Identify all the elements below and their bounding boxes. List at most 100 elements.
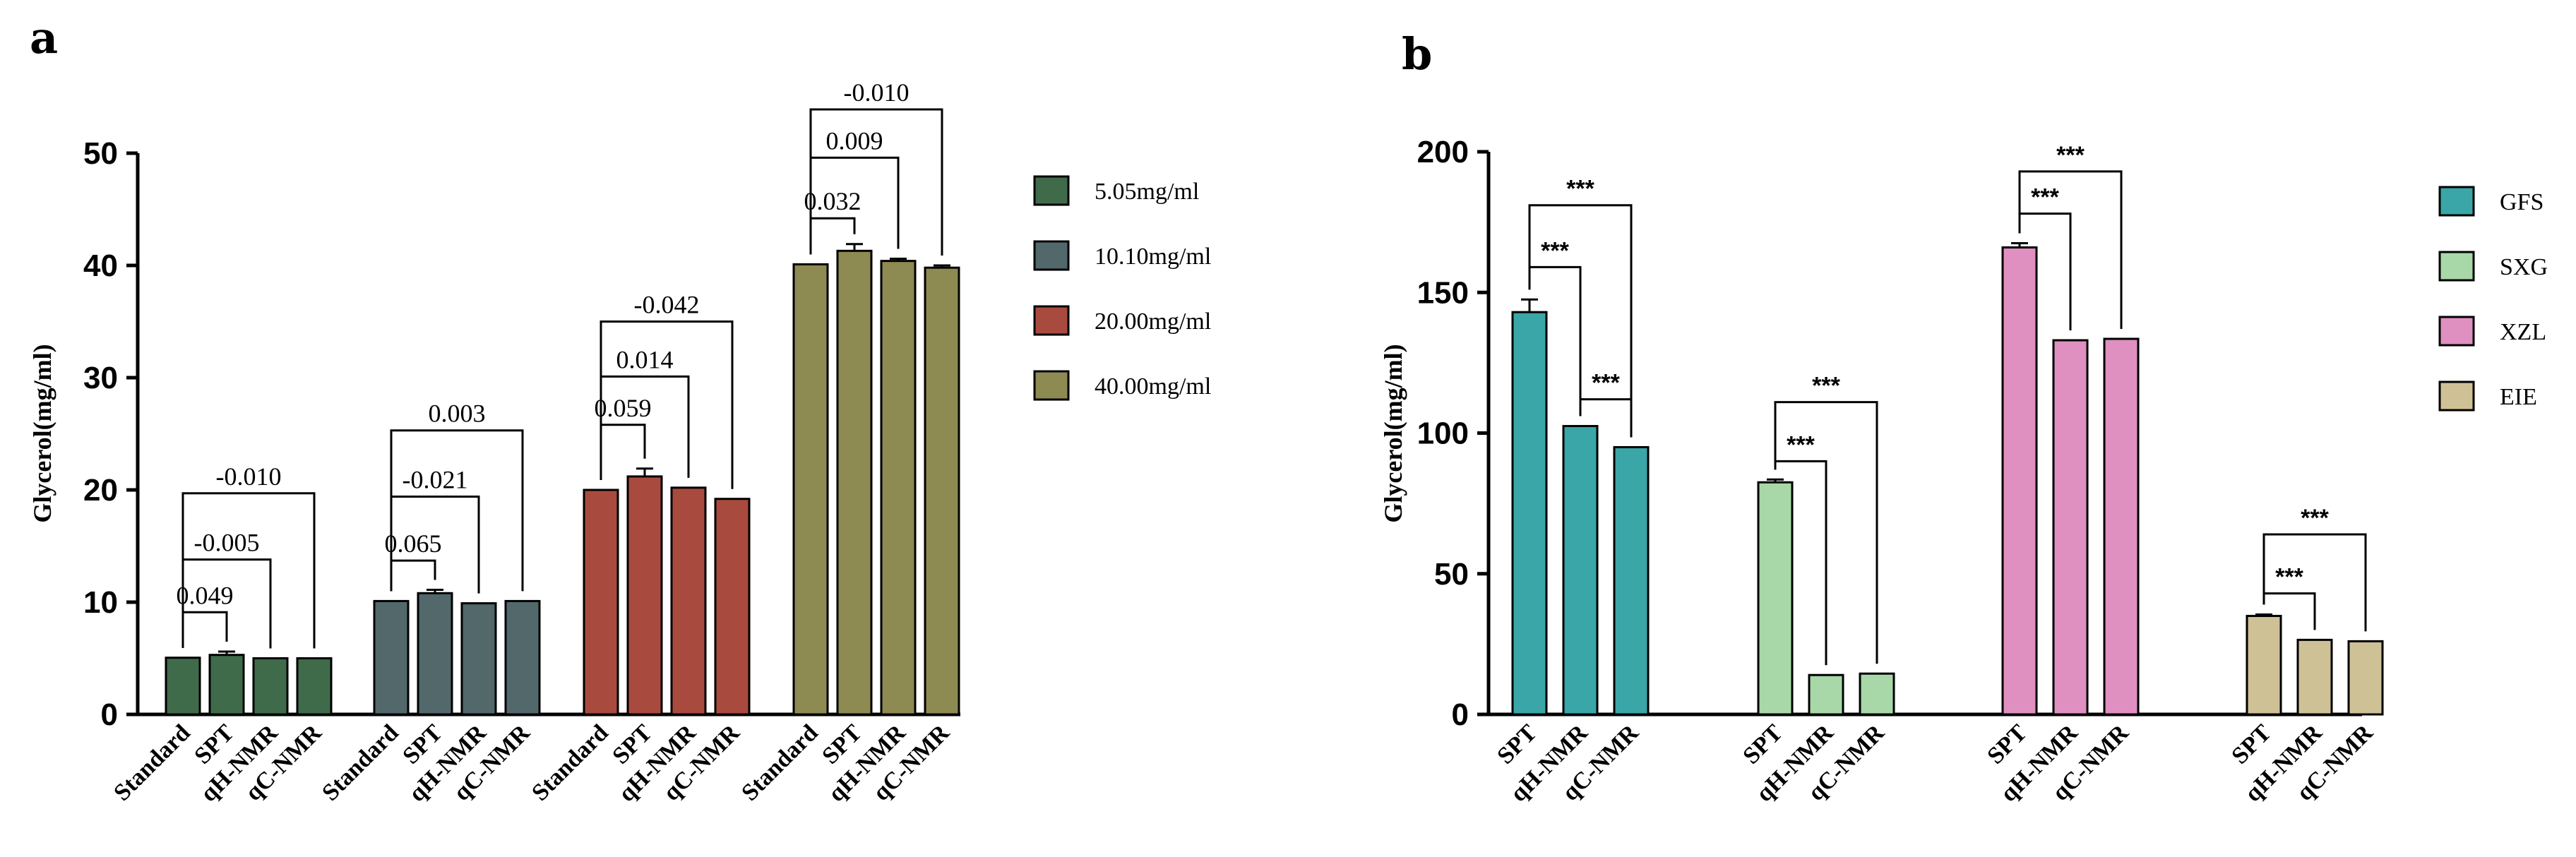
y-tick-label: 0 xyxy=(101,697,118,732)
bracket-line xyxy=(600,320,734,489)
bracket-line xyxy=(809,108,943,256)
legend-swatch xyxy=(2438,380,2475,412)
y-axis-title: Glycerol(mg/ml) xyxy=(1379,344,1407,522)
x-tick-label: Standard xyxy=(109,719,195,805)
y-tick-label: 150 xyxy=(1417,275,1469,310)
bracket-label: *** xyxy=(1566,176,1594,203)
bracket-line xyxy=(390,559,436,592)
legend-swatch xyxy=(1033,175,1070,206)
panel-letter-a: a xyxy=(30,12,58,64)
legend: GFS SXG XZL EIE xyxy=(2438,186,2548,412)
legend-swatch xyxy=(1033,240,1070,271)
bar xyxy=(165,657,201,716)
bracket-label: 0.049 xyxy=(177,581,234,609)
significance-bracket: *** xyxy=(2262,505,2367,632)
significance-bracket: *** xyxy=(2018,142,2123,330)
bar xyxy=(2347,640,2384,716)
significance-bracket: 0.065 xyxy=(385,529,442,592)
bar xyxy=(1511,311,1548,716)
bar xyxy=(836,249,873,716)
bar xyxy=(1613,445,1650,716)
legend: 5.05mg/ml 10.10mg/ml 20.00mg/ml 40.00mg/ml xyxy=(1033,175,1211,401)
significance-bracket: -0.010 xyxy=(809,78,943,256)
significance-bracket: 0.059 xyxy=(595,394,652,480)
bracket-label: *** xyxy=(1541,237,1569,264)
legend-swatch xyxy=(1033,305,1070,336)
significance-bracket: *** xyxy=(1528,176,1633,438)
bracket-line xyxy=(600,424,646,480)
bar xyxy=(1859,672,1895,716)
bracket-line xyxy=(390,429,524,592)
bracket-label: 0.059 xyxy=(595,394,652,422)
bar xyxy=(460,602,497,716)
bracket-line xyxy=(181,492,316,649)
bar xyxy=(252,657,289,716)
legend-swatch xyxy=(2438,316,2475,347)
y-tick-label: 100 xyxy=(1417,416,1469,451)
legend-label: EIE xyxy=(2500,384,2537,410)
legend-label: 5.05mg/ml xyxy=(1095,179,1199,205)
bracket-label: *** xyxy=(2056,142,2085,169)
bracket-line xyxy=(1528,204,1633,438)
bar xyxy=(1562,425,1599,716)
significance-bracket: *** xyxy=(1774,373,1878,664)
bar xyxy=(296,657,333,716)
bar xyxy=(2103,337,2140,716)
y-axis-title: Glycerol(mg/ml) xyxy=(28,344,56,522)
significance-bracket: 0.049 xyxy=(177,581,234,648)
y-tick-label: 50 xyxy=(1434,557,1469,592)
legend-label: 20.00mg/ml xyxy=(1095,308,1211,335)
legend-label: XZL xyxy=(2500,319,2546,345)
bracket-label: *** xyxy=(1592,370,1620,397)
bar xyxy=(1808,673,1844,716)
bracket-label: -0.021 xyxy=(402,466,468,494)
bar xyxy=(924,266,960,716)
bracket-line xyxy=(1579,398,1633,438)
legend-label: GFS xyxy=(2500,189,2544,215)
x-tick-label: Standard xyxy=(737,719,823,805)
bar xyxy=(417,592,453,716)
bracket-label: 0.003 xyxy=(429,400,486,428)
x-tick-label: Standard xyxy=(527,719,613,805)
legend-swatch xyxy=(1033,370,1070,401)
bar xyxy=(2296,638,2333,716)
bracket-label: *** xyxy=(2301,505,2329,532)
y-tick-label: 20 xyxy=(83,473,118,508)
bar xyxy=(1757,481,1794,716)
bar xyxy=(792,263,829,716)
bracket-label: -0.010 xyxy=(844,78,910,107)
bracket-label: *** xyxy=(1812,373,1840,400)
bracket-line xyxy=(2018,170,2123,330)
bar xyxy=(670,486,707,716)
bracket-label: -0.010 xyxy=(216,462,282,491)
bar xyxy=(2246,615,2282,716)
significance-bracket: -0.010 xyxy=(181,462,316,649)
y-tick-label: 50 xyxy=(83,136,118,171)
bar xyxy=(208,654,245,716)
significance-bracket: -0.042 xyxy=(600,291,734,489)
bar xyxy=(626,475,663,716)
bracket-line xyxy=(181,611,228,648)
bracket-line xyxy=(1774,401,1878,664)
bracket-label: *** xyxy=(1787,431,1815,458)
significance-bracket: *** xyxy=(1579,370,1633,438)
chart-a: 01020304050Glycerol(mg/ml)StandardSPTqH-… xyxy=(28,78,1211,807)
bar xyxy=(2052,339,2089,716)
legend-label: 10.10mg/ml xyxy=(1095,244,1211,270)
y-tick-label: 40 xyxy=(83,248,118,283)
legend-label: 40.00mg/ml xyxy=(1095,373,1211,400)
bracket-label: -0.042 xyxy=(634,291,700,319)
bracket-label: 0.032 xyxy=(804,187,861,215)
significance-bracket: 0.003 xyxy=(390,400,524,592)
x-tick-label: Standard xyxy=(317,719,403,805)
bracket-label: 0.065 xyxy=(385,529,442,558)
bracket-label: *** xyxy=(2275,564,2303,591)
bar xyxy=(2001,246,2038,716)
y-tick-label: 10 xyxy=(83,585,118,620)
y-tick-label: 0 xyxy=(1452,697,1469,732)
bracket-label: -0.005 xyxy=(194,529,260,557)
bracket-label: 0.009 xyxy=(826,126,883,155)
bar xyxy=(583,489,619,716)
legend-label: SXG xyxy=(2500,254,2548,280)
